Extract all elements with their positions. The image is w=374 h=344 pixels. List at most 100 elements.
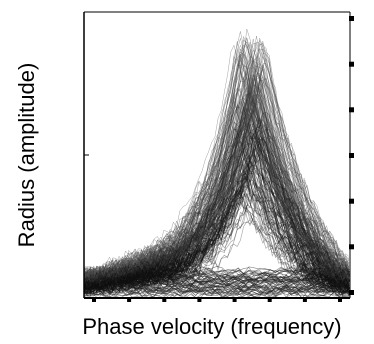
peak-trace	[83, 141, 350, 290]
x-tick	[267, 297, 272, 302]
peak-trace	[83, 148, 350, 293]
peak-trace	[83, 170, 350, 294]
peak-trace	[83, 138, 350, 292]
peak-trace	[83, 109, 350, 290]
peak-trace	[83, 138, 350, 292]
peak-trace	[83, 138, 350, 291]
peak-trace	[83, 64, 350, 281]
y-tick-group	[84, 11, 354, 299]
y-tick-right	[349, 61, 354, 67]
peak-trace	[83, 175, 350, 294]
base-trace	[83, 273, 351, 283]
peak-trace	[83, 186, 349, 297]
peak-trace	[83, 182, 350, 295]
peak-trace	[83, 94, 350, 287]
peak-trace	[83, 119, 350, 292]
peak-trace	[83, 72, 350, 286]
peak-trace	[83, 167, 350, 295]
peak-trace	[83, 155, 350, 292]
peak-trace	[83, 146, 350, 292]
peak-trace	[83, 193, 350, 295]
peak-trace	[83, 116, 349, 290]
peak-trace	[83, 86, 350, 285]
peak-trace	[83, 124, 350, 292]
peak-trace	[83, 128, 350, 291]
peak-trace	[83, 66, 350, 284]
peak-trace	[83, 38, 349, 282]
peak-trace	[83, 142, 349, 291]
x-tick	[92, 297, 96, 302]
peak-trace	[83, 157, 350, 292]
peak-trace	[83, 136, 350, 293]
peak-trace	[83, 182, 350, 296]
peak-trace	[83, 164, 350, 294]
peak-trace	[83, 135, 349, 293]
peak-trace	[83, 57, 350, 285]
base-trace	[83, 275, 351, 285]
peak-trace	[83, 174, 350, 296]
base-trace	[83, 282, 351, 292]
peak-trace	[83, 162, 350, 293]
peak-trace	[83, 174, 350, 296]
peak-trace	[83, 164, 350, 293]
peak-trace	[83, 133, 350, 292]
peak-trace	[83, 148, 350, 293]
trace-group	[83, 28, 351, 299]
peak-trace	[83, 144, 350, 294]
peak-trace	[83, 129, 349, 289]
peak-trace	[83, 141, 350, 294]
peak-trace	[83, 129, 350, 292]
peak-trace	[83, 134, 350, 293]
peak-trace	[83, 192, 350, 297]
base-trace	[83, 267, 351, 277]
y-tick-right	[349, 198, 354, 204]
peak-trace	[83, 35, 350, 282]
peak-trace	[83, 189, 349, 295]
peak-trace	[83, 152, 349, 294]
peak-trace	[83, 72, 349, 283]
peak-trace	[83, 183, 349, 298]
peak-trace	[83, 87, 350, 285]
peak-trace	[83, 175, 350, 296]
x-tick	[197, 297, 202, 302]
peak-trace	[83, 170, 350, 294]
peak-trace	[83, 137, 350, 291]
peak-trace	[83, 44, 350, 280]
peak-trace	[83, 189, 350, 298]
peak-trace	[83, 121, 350, 291]
peak-trace	[83, 98, 350, 287]
peak-trace	[83, 106, 350, 289]
peak-trace	[83, 189, 350, 297]
peak-trace	[83, 127, 350, 289]
base-trace	[83, 289, 351, 299]
peak-trace	[83, 77, 350, 287]
x-tick	[232, 297, 237, 302]
peak-trace	[83, 167, 350, 292]
peak-trace	[83, 92, 350, 286]
peak-trace	[83, 140, 349, 293]
peak-trace	[83, 128, 350, 293]
peak-trace	[83, 37, 349, 282]
peak-trace	[83, 154, 350, 294]
y-tick-right	[349, 244, 354, 250]
y-tick-right	[349, 153, 354, 158]
peak-trace	[83, 97, 350, 283]
peak-trace	[83, 41, 350, 282]
x-tick	[338, 297, 342, 302]
x-axis-label: Phase velocity (frequency)	[82, 314, 341, 339]
peak-trace	[83, 60, 350, 283]
peak-trace	[83, 164, 350, 294]
peak-trace	[83, 195, 350, 298]
base-trace	[83, 273, 351, 283]
base-trace	[83, 283, 351, 293]
peak-trace	[83, 36, 350, 283]
peak-trace	[83, 80, 350, 286]
x-tick	[127, 297, 132, 302]
base-trace	[83, 280, 351, 290]
peak-trace	[83, 176, 350, 296]
peak-trace	[83, 150, 350, 292]
peak-trace	[83, 64, 350, 285]
peak-trace	[83, 131, 350, 291]
peak-trace	[83, 190, 350, 295]
